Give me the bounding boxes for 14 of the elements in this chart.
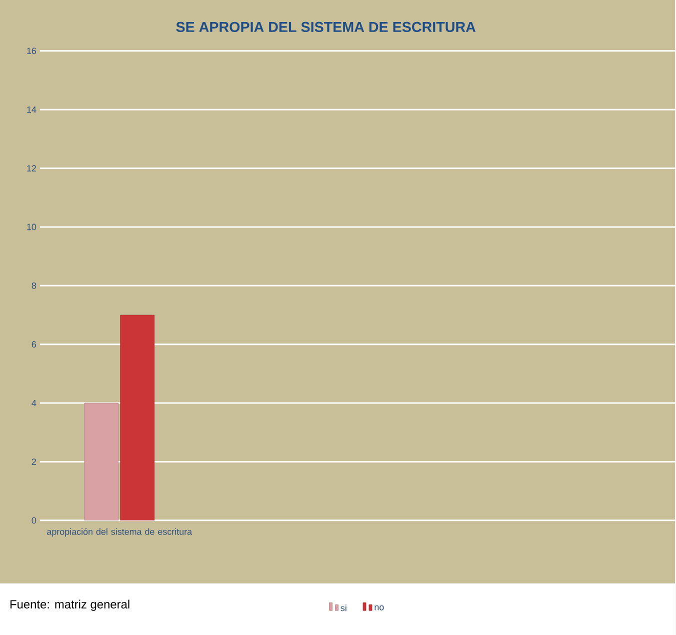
y-tick-label: 12 bbox=[27, 165, 36, 172]
legend-label: si bbox=[340, 604, 346, 612]
y-tick-label: 2 bbox=[32, 458, 36, 465]
legend-label: no bbox=[374, 605, 384, 610]
y-tick-label: 4 bbox=[32, 400, 36, 406]
y-tick-label: 16 bbox=[27, 48, 36, 54]
y-tick-label: 6 bbox=[32, 341, 36, 348]
y-tick-label: 8 bbox=[32, 282, 36, 289]
y-tick-label: 0 bbox=[32, 517, 36, 524]
y-tick-label: 14 bbox=[27, 106, 36, 113]
x-tick-label: apropiación del sistema de escritura bbox=[47, 528, 192, 536]
y-tick-label: 10 bbox=[27, 224, 36, 230]
source-note: Fuente: matriz general bbox=[10, 600, 130, 611]
text: SE APROPIA DEL SISTEMA DE ESCRITURA bbox=[176, 22, 476, 32]
